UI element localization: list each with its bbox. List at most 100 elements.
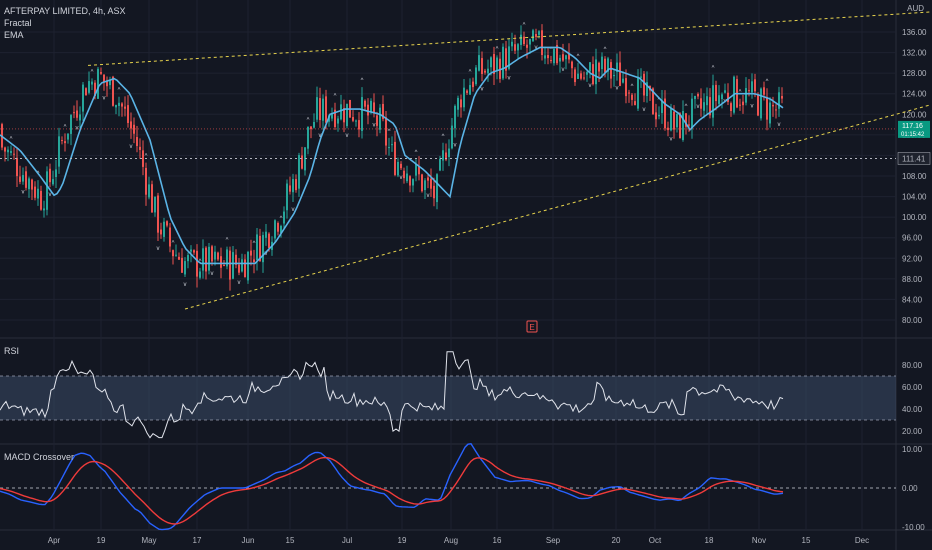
fractal-down-marker: v [751,104,754,110]
rsi-line [0,351,784,439]
rsi-tick-label: 80.00 [902,361,923,370]
candle [661,100,663,114]
candle [376,115,378,126]
candle [712,85,714,118]
fractal-down-marker: v [211,271,214,277]
candle [196,250,198,277]
fractal-down-marker: v [130,144,133,150]
candle [52,179,54,185]
candle [190,249,192,252]
candle [373,102,375,114]
candle [775,109,777,111]
candle [664,98,666,129]
grid-lines [0,0,896,530]
candle [388,147,390,149]
candle [337,118,339,124]
candle [415,163,417,176]
rsi-tick-label: 40.00 [902,405,923,414]
candle [361,97,363,131]
candle [82,84,84,112]
candle [523,36,525,45]
candle [412,179,414,186]
candle [241,259,243,272]
candle [493,54,495,75]
fractal-up-marker: ^ [145,154,148,160]
candle [526,44,528,48]
indicator-fractal-label[interactable]: Fractal [4,18,32,28]
fractal-down-marker: v [292,207,295,213]
candle [508,46,510,69]
candle [109,79,111,86]
candle [142,150,144,167]
candle [580,73,582,79]
macd-label[interactable]: MACD Crossover [4,452,75,462]
candle [622,78,624,83]
candle [37,188,39,199]
level-badge [897,152,931,165]
candle [265,231,267,238]
fractal-up-marker: ^ [415,150,418,156]
candle [40,190,42,210]
candle [391,144,393,146]
candle [703,102,705,111]
time-tick-label: Apr [48,536,61,545]
candle [34,186,36,198]
candle [595,59,597,85]
time-tick-label: 19 [97,536,106,545]
candle [616,62,618,72]
candle [607,58,609,72]
candle [553,48,555,64]
candle [280,225,282,234]
candle [718,95,720,104]
candle [235,254,237,265]
candle [46,171,48,210]
candle [31,179,33,190]
indicator-ema-label[interactable]: EMA [4,30,24,40]
candle [760,88,762,119]
candle [124,106,126,109]
candle [421,174,423,192]
candle [25,171,27,188]
candle [448,148,450,158]
candle [499,58,501,79]
price-tick-label: 96.00 [902,234,923,243]
rsi-label[interactable]: RSI [4,346,20,356]
fractal-down-marker: v [238,280,241,286]
candle [469,85,471,95]
candle [535,34,537,37]
candle [670,107,672,131]
candle [496,57,498,71]
candle [547,55,549,59]
candle [208,246,210,271]
fractal-down-marker: v [454,142,457,148]
candle [220,256,222,268]
time-tick-label: 15 [286,536,295,545]
candle [643,73,645,96]
fractal-up-marker: ^ [118,88,121,94]
candle [502,46,504,79]
fractal-up-marker: ^ [658,97,661,103]
candle [691,98,693,129]
candle [298,155,300,189]
candle [577,73,579,79]
candle [694,95,696,99]
candle [121,103,123,107]
time-tick-label: 18 [705,536,714,545]
candle [85,88,87,96]
candle [247,251,249,281]
time-tick-label: 19 [398,536,407,545]
macd-tick-label: 10.00 [902,445,923,454]
fractal-up-marker: ^ [10,136,13,142]
candle [193,250,195,253]
ema-line [0,46,784,265]
level-value: 111.41 [902,154,926,163]
candle [382,103,384,119]
candle [532,30,534,42]
last-price-badge [898,120,930,138]
fractal-down-marker: v [535,45,538,51]
fractal-down-marker: v [22,190,25,196]
candle [28,178,30,190]
macd-line [0,443,784,531]
candle [601,56,603,70]
